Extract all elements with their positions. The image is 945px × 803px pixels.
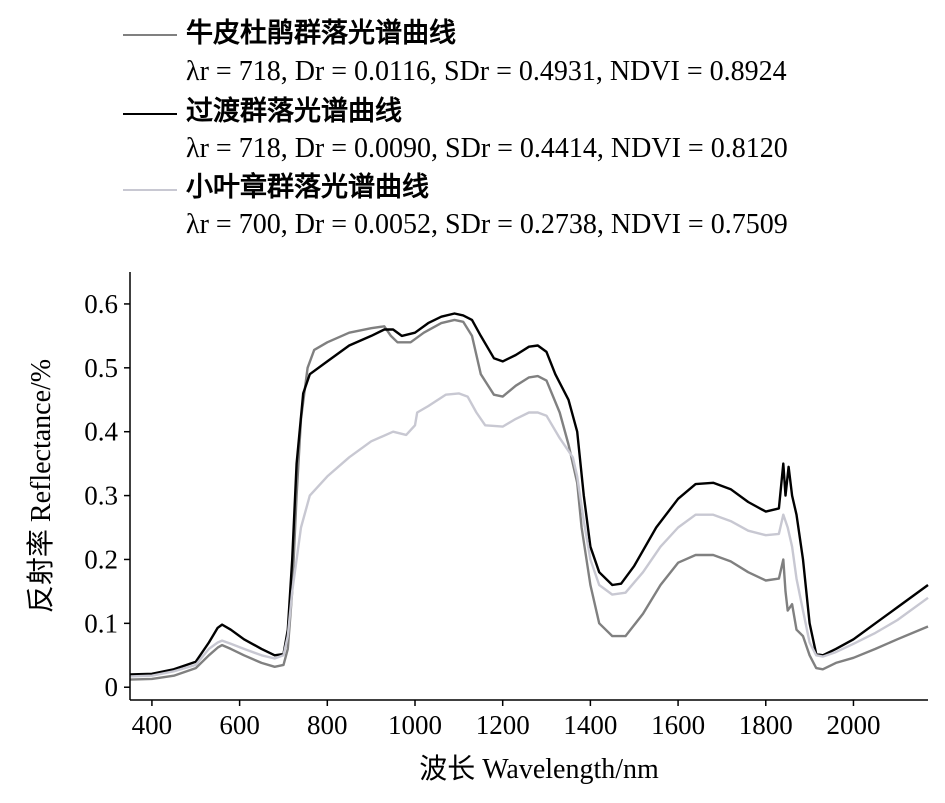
x-tick-label-1: 600 (219, 710, 260, 740)
y-tick-label-4: 0.4 (84, 417, 118, 447)
x-tick-label-6: 1600 (651, 710, 705, 740)
legend-line-rhododendron (123, 34, 177, 36)
y-axis-title: 反射率 Reflectance/% (25, 359, 57, 613)
legend-stats-calamagrostis: λr = 700, Dr = 0.0052, SDr = 0.2738, NDV… (186, 209, 788, 240)
series-line-1 (129, 312, 929, 676)
y-tick-label-3: 0.3 (84, 481, 118, 511)
x-tick-label-2: 800 (307, 710, 348, 740)
legend-name-transition: 过渡群落光谱曲线 (186, 96, 402, 127)
series-line-0 (129, 318, 929, 681)
x-tick-label-4: 1200 (476, 710, 530, 740)
x-tick-label-0: 400 (132, 710, 173, 740)
legend-name-calamagrostis: 小叶章群落光谱曲线 (186, 172, 429, 203)
series-line-2 (129, 392, 929, 678)
y-tick-label-0: 0 (105, 672, 119, 702)
x-tick-label-8: 2000 (826, 710, 880, 740)
legend-name-rhododendron: 牛皮杜鹃群落光谱曲线 (186, 18, 456, 49)
legend-line-transition (123, 113, 177, 115)
x-tick-label-3: 1000 (388, 710, 442, 740)
y-tick-label-2: 0.2 (84, 544, 118, 574)
legend-line-calamagrostis (123, 189, 177, 191)
x-tick-label-5: 1400 (563, 710, 617, 740)
legend-stats-transition: λr = 718, Dr = 0.0090, SDr = 0.4414, NDV… (186, 133, 788, 164)
legend: 牛皮杜鹃群落光谱曲线 λr = 718, Dr = 0.0116, SDr = … (0, 0, 945, 250)
x-axis-title: 波长 Wavelength/nm (419, 753, 659, 785)
y-tick-label-1: 0.1 (84, 608, 118, 638)
x-tick-label-7: 1800 (739, 710, 793, 740)
y-tick-label-6: 0.6 (84, 289, 118, 319)
y-tick-label-5: 0.5 (84, 353, 118, 383)
legend-stats-rhododendron: λr = 718, Dr = 0.0116, SDr = 0.4931, NDV… (186, 56, 787, 87)
